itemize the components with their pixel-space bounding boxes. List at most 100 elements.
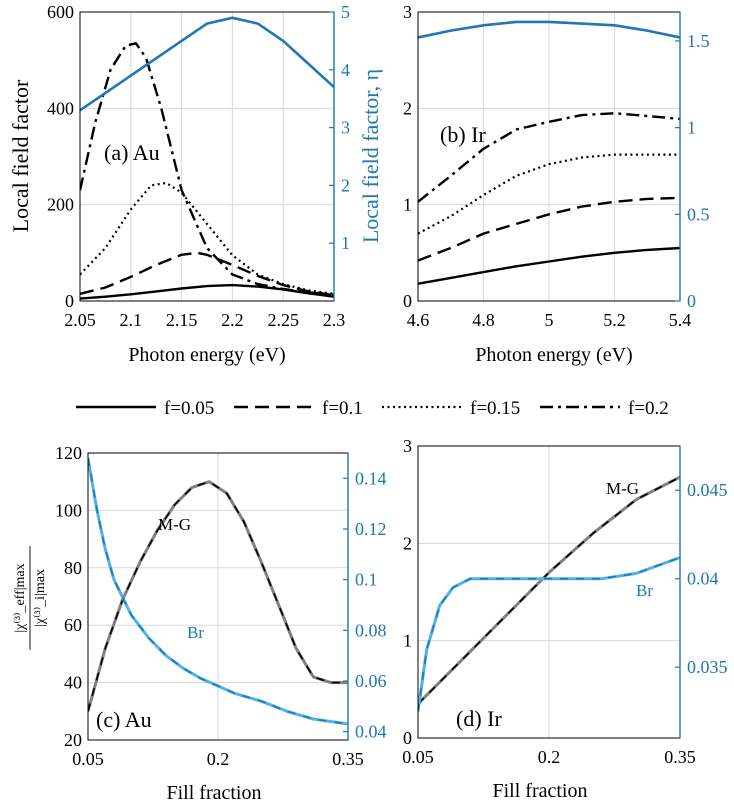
series-b-eta (418, 20, 680, 39)
y-tick-label-left: 120 (55, 443, 82, 463)
legend-label: f=0.2 (628, 398, 669, 419)
y-tick-label-right: 0.04 (355, 722, 387, 742)
panel-a-ticks: 2.05 2.1 2.15 2.2 2.25 2.3 0 200 400 600 1 2 3 4 5 (47, 2, 350, 330)
x-tick-label: 2.1 (120, 310, 143, 330)
panel-c-annotation-br: Br (187, 623, 204, 642)
y-tick-label-right: 0.04 (687, 569, 719, 589)
series-a-f-0-05 (80, 283, 334, 300)
legend-label: f=0.15 (470, 398, 520, 419)
y-tick-label-left: 0 (403, 728, 412, 748)
y-tick-label-right: 0.14 (355, 468, 387, 488)
panel-a-xlabel: Photon energy (eV) (128, 344, 285, 366)
y-tick-label-left: 200 (47, 195, 74, 215)
panel-a-label: (a) Au (104, 140, 160, 165)
y-tick-label-right: 0.1 (355, 570, 378, 590)
panel-d-annotation-br: Br (636, 581, 653, 600)
panel-c-label: (c) Au (96, 707, 152, 732)
x-tick-label: 0.35 (332, 749, 364, 769)
y-tick-label-right: 3 (341, 118, 350, 138)
y-tick-label-left: 0 (403, 291, 412, 311)
panel-d-label: (d) Ir (456, 706, 502, 731)
panel-c-ylabel-denominator: |χ⁽³⁾_i|max (33, 569, 48, 627)
x-tick-label: 0.2 (538, 747, 561, 767)
y-tick-label-left: 3 (403, 436, 412, 456)
y-tick-label-right: 1 (687, 118, 696, 138)
panel-b-xlabel: Photon energy (eV) (475, 344, 632, 366)
panel-d-annotation-mg: M-G (606, 479, 639, 498)
y-tick-label-left: 1 (403, 631, 412, 651)
y-tick-label-right: 0.045 (687, 480, 728, 500)
y-tick-label-right: 0.06 (355, 671, 387, 691)
series-a-f-0-2 (80, 42, 334, 296)
y-tick-label-left: 0 (65, 291, 74, 311)
y-tick-label-left: 2 (403, 533, 412, 553)
series-a-f-0-15 (80, 181, 334, 295)
y-tick-label-left: 600 (47, 2, 74, 22)
series-c-m-g-dash (88, 480, 348, 712)
x-tick-label: 2.05 (64, 310, 96, 330)
x-tick-label: 2.15 (166, 310, 198, 330)
y-tick-label-left: 2 (403, 98, 412, 118)
series-b-f-0-2 (418, 111, 680, 203)
y-tick-label-left: 40 (64, 673, 82, 693)
panel-c-ylabel: |χ⁽³⁾_eff|max |χ⁽³⁾_i|max (13, 546, 48, 650)
y-tick-label-right: 2 (341, 175, 350, 195)
panel-c: 0.05 0.2 0.35 20 40 60 80 100 120 0.04 0.06 0.08 0.1… (13, 443, 387, 804)
y-tick-label-left: 100 (55, 500, 82, 520)
x-tick-label: 2.25 (267, 310, 299, 330)
legend: f=0.05 f=0.1 f=0.15 f=0.2 (76, 398, 669, 419)
legend-label: f=0.1 (322, 398, 363, 419)
x-tick-label: 2.2 (221, 310, 244, 330)
x-tick-label: 0.35 (664, 747, 696, 767)
y-tick-label-right: 0.08 (355, 620, 387, 640)
y-tick-label-left: 80 (64, 558, 82, 578)
panel-b-lines (418, 20, 680, 285)
y-tick-label-left: 20 (64, 730, 82, 750)
y-tick-label-left: 400 (47, 98, 74, 118)
panel-c-annotation-mg: M-G (158, 515, 191, 534)
series-b-f-0-15 (418, 153, 680, 235)
y-tick-label-left: 3 (403, 2, 412, 22)
y-tick-label-right: 0.035 (687, 657, 728, 677)
x-tick-label: 4.6 (407, 310, 430, 330)
x-tick-label: 2.3 (323, 310, 346, 330)
panel-a: 2.05 2.1 2.15 2.2 2.25 2.3 0 200 400 600 1 2 3 4 5 (a)… (8, 2, 383, 366)
x-tick-label: 0.05 (72, 749, 104, 769)
legend-label: f=0.05 (164, 398, 214, 419)
panel-d-lines (418, 475, 680, 712)
panel-c-grid (87, 452, 349, 741)
panel-c-xlabel: Fill fraction (167, 782, 262, 804)
panel-c-ylabel-numerator: |χ⁽³⁾_eff|max (13, 563, 28, 632)
panel-a-ylabel-left: Local field factor (8, 79, 33, 232)
y-tick-label-left: 60 (64, 615, 82, 635)
x-tick-label: 5.2 (603, 310, 626, 330)
y-tick-label-right: 4 (341, 60, 350, 80)
series-a-f-0-1 (80, 251, 334, 297)
series-b-f-0-1 (418, 196, 680, 262)
y-tick-label-right: 5 (341, 2, 350, 22)
panel-d-xlabel: Fill fraction (493, 780, 588, 802)
y-tick-label-right: 0 (687, 291, 696, 311)
panel-c-ticks: 0.05 0.2 0.35 20 40 60 80 100 120 0.04 0.06 0.08 0.1… (55, 443, 387, 769)
y-tick-label-right: 0.5 (687, 204, 710, 224)
panel-b-label: (b) Ir (440, 122, 486, 147)
panel-a-lines (80, 16, 334, 300)
panel-a-ylabel-right: Local field factor, η (358, 69, 383, 243)
y-tick-label-right: 1.5 (687, 31, 710, 51)
y-tick-label-left: 1 (403, 195, 412, 215)
x-tick-label: 5.4 (669, 310, 692, 330)
series-c-br-dash (88, 457, 348, 725)
series-a-eta (80, 16, 334, 112)
y-tick-label-right: 0.12 (355, 519, 387, 539)
y-tick-label-right: 1 (341, 233, 350, 253)
series-d-m-g-line (418, 475, 680, 705)
panel-d: 0.05 0.2 0.35 0 1 2 3 0.035 0.04 0.045 (d) Ir M-G… (402, 436, 727, 802)
series-b-f-0-05 (418, 246, 680, 285)
panel-d-ticks: 0.05 0.2 0.35 0 1 2 3 0.035 0.04 0.045 (402, 436, 727, 767)
series-d-br-dash (418, 556, 680, 712)
x-tick-label: 0.05 (402, 747, 434, 767)
x-tick-label: 0.2 (207, 749, 230, 769)
